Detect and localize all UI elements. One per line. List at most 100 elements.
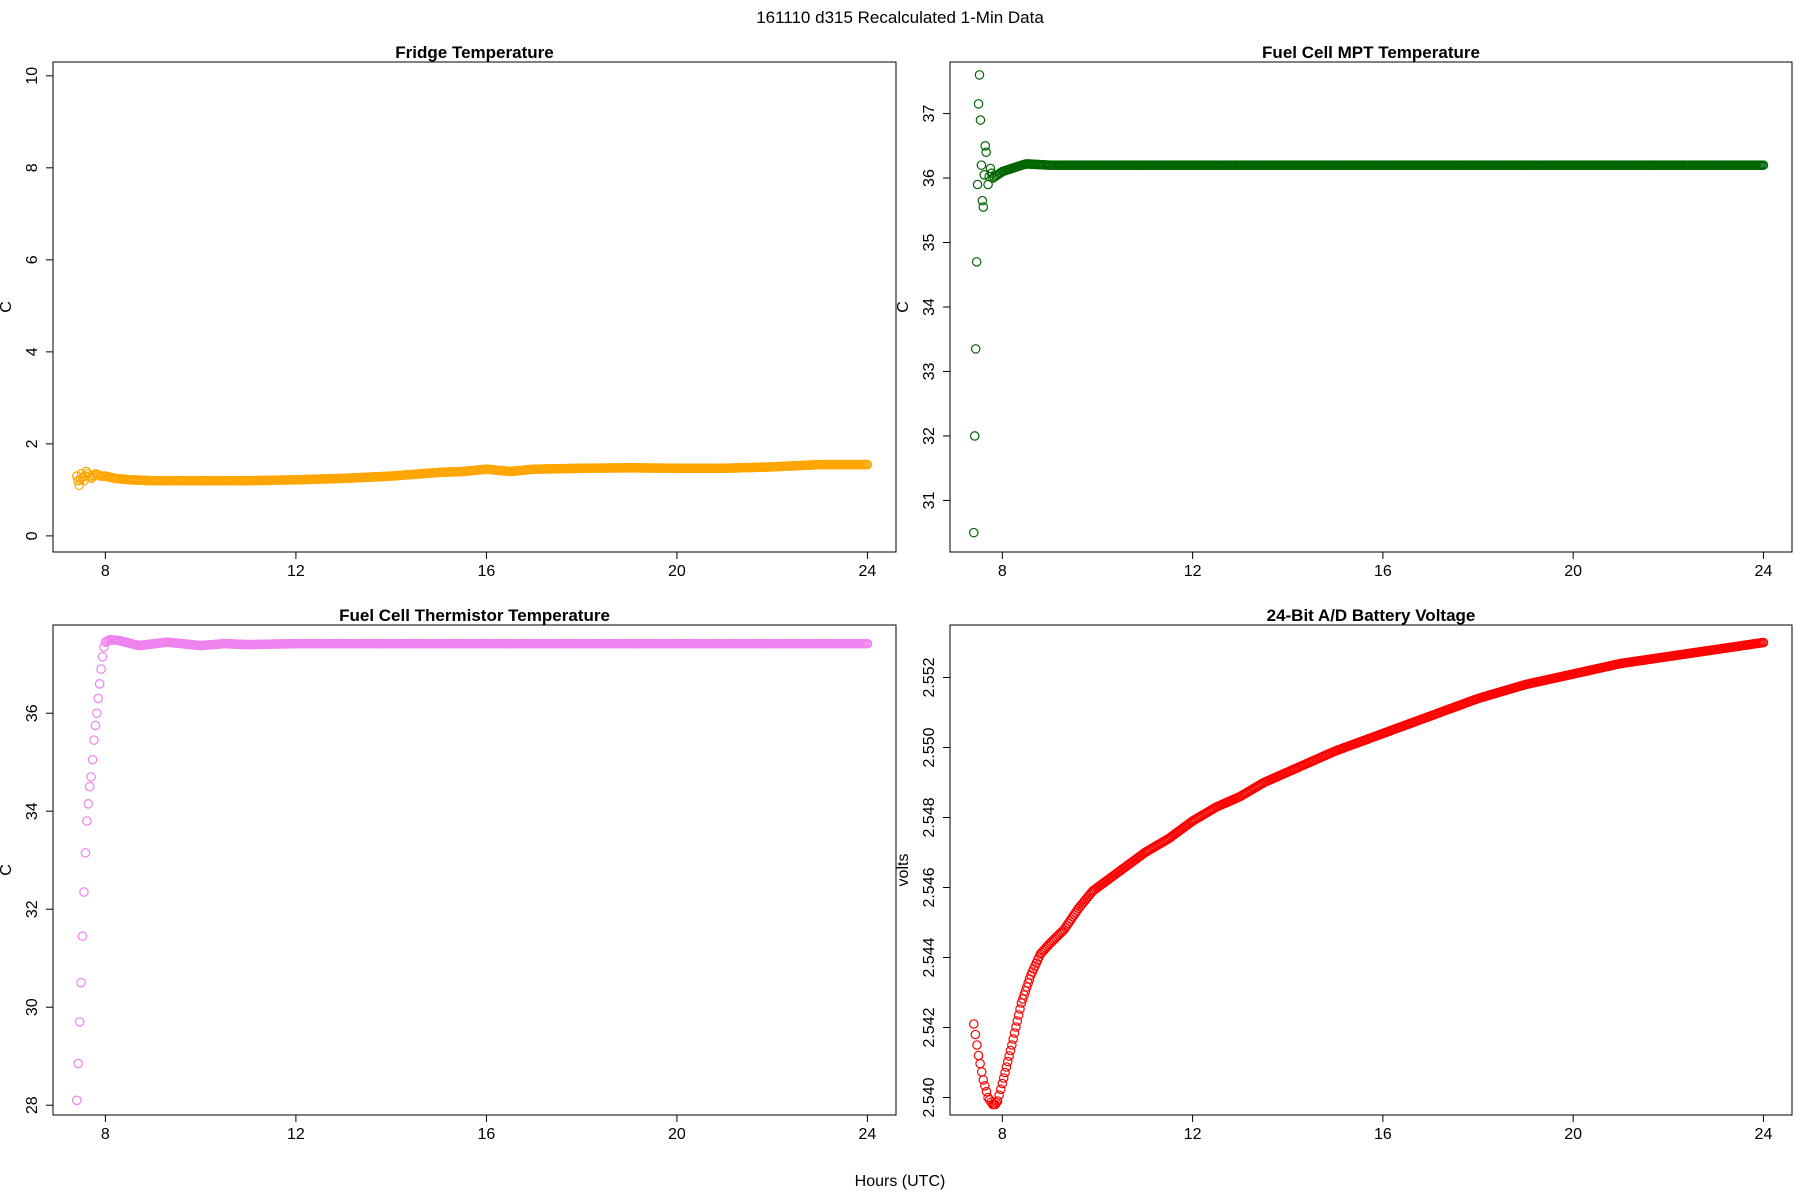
y-tick-label: 2.542 [921, 1007, 938, 1047]
data-point [981, 1086, 992, 1097]
data-point [82, 816, 92, 826]
data-point [968, 1019, 979, 1029]
data-point [99, 642, 109, 652]
data-point [93, 693, 104, 704]
data-point [995, 1084, 1006, 1095]
data-point [74, 1017, 85, 1027]
data-series [968, 637, 1769, 1110]
data-point [970, 344, 981, 354]
chart-panel-1: Fridge TemperatureC8121620240246810 [0, 43, 897, 580]
y-tick-label: 31 [921, 491, 938, 509]
data-point [988, 173, 998, 183]
data-point [972, 1040, 982, 1050]
data-point [989, 172, 1000, 182]
data-point [1000, 1067, 1010, 1078]
figure-title: 161110 d315 Recalculated 1-Min Data [756, 8, 1044, 27]
y-tick-label: 4 [24, 347, 41, 356]
data-point [970, 1029, 981, 1040]
data-point [96, 664, 106, 674]
y-tick-label: 36 [24, 704, 41, 722]
data-point [77, 931, 88, 941]
data-point [87, 754, 98, 765]
data-point [72, 1095, 82, 1106]
data-point [79, 887, 89, 897]
y-tick-label: 2.550 [921, 727, 938, 767]
plot-frame [949, 624, 1793, 1116]
data-point [1013, 1010, 1024, 1020]
y-axis-label: C [0, 864, 15, 876]
data-point [80, 471, 90, 481]
data-point [73, 1058, 84, 1069]
data-point [1007, 1040, 1017, 1050]
data-point [980, 1081, 990, 1091]
y-tick-label: 2.552 [921, 657, 938, 697]
y-tick-label: 34 [921, 298, 938, 316]
chart-title: Fuel Cell MPT Temperature [1262, 43, 1480, 62]
data-point [92, 708, 102, 718]
data-point [1015, 1004, 1025, 1014]
data-point [84, 781, 95, 792]
x-tick-label: 12 [1184, 563, 1202, 580]
data-point [978, 202, 989, 212]
x-tick-label: 20 [668, 1126, 686, 1143]
data-point [992, 1096, 1003, 1106]
y-tick-label: 8 [24, 163, 41, 172]
plot-frame [52, 624, 897, 1116]
data-point [1005, 1045, 1016, 1056]
data-point [1002, 1056, 1013, 1067]
y-tick-label: 32 [24, 900, 41, 918]
data-point [862, 638, 873, 649]
x-tick-label: 8 [101, 563, 110, 580]
chart-panel-3: Fuel Cell Thermistor Temperature C 8 12 16 20… [0, 606, 897, 1143]
x-tick-label: 8 [998, 563, 1007, 580]
y-tick-label: 32 [921, 427, 938, 445]
chart-title: Fridge Temperature [395, 43, 553, 62]
x-tick-label: 24 [859, 563, 877, 580]
data-point [975, 115, 986, 125]
data-point [985, 163, 996, 174]
y-axis-label: volts [895, 854, 912, 887]
y-tick-label: 2.540 [921, 1077, 938, 1117]
y-tick-label: 2.546 [921, 867, 938, 907]
x-tick-label: 24 [859, 1126, 877, 1143]
x-tick-label: 8 [101, 1126, 110, 1143]
x-tick-label: 8 [998, 1126, 1007, 1143]
data-point [997, 1078, 1008, 1089]
plot-frame [949, 61, 1793, 553]
x-tick-label: 12 [287, 563, 305, 580]
data-point [969, 431, 980, 441]
data-series [72, 634, 873, 1106]
data-point [83, 799, 94, 809]
data-series [72, 459, 873, 491]
y-tick-label: 34 [24, 802, 41, 820]
data-point [1758, 637, 1769, 648]
data-point [971, 257, 982, 267]
x-tick-label: 20 [668, 563, 686, 580]
x-tick-label: 12 [1184, 1126, 1202, 1143]
data-point [978, 1075, 989, 1085]
y-tick-label: 0 [24, 531, 41, 540]
y-tick-label: 10 [24, 67, 41, 85]
x-tick-label: 24 [1755, 1126, 1773, 1143]
x-tick-label: 16 [478, 563, 496, 580]
y-tick-label: 2.548 [921, 797, 938, 837]
x-tick-label: 20 [1564, 1126, 1582, 1143]
data-point [998, 1073, 1009, 1083]
y-tick-label: 2.544 [921, 937, 938, 977]
data-point [979, 170, 990, 180]
y-tick-label: 30 [24, 998, 41, 1016]
data-point [1009, 1028, 1020, 1038]
data-point [977, 195, 988, 206]
data-point [80, 848, 91, 858]
data-point [89, 735, 99, 745]
y-tick-label: 2 [24, 439, 41, 448]
data-point [76, 977, 86, 988]
data-point [86, 772, 96, 782]
y-axis-label: C [0, 301, 15, 313]
figure-x-axis-label: Hours (UTC) [855, 1173, 946, 1190]
data-point [94, 678, 105, 689]
data-point [976, 1067, 987, 1077]
data-point [976, 160, 987, 170]
data-point [1004, 1051, 1014, 1061]
data-point [972, 179, 983, 190]
